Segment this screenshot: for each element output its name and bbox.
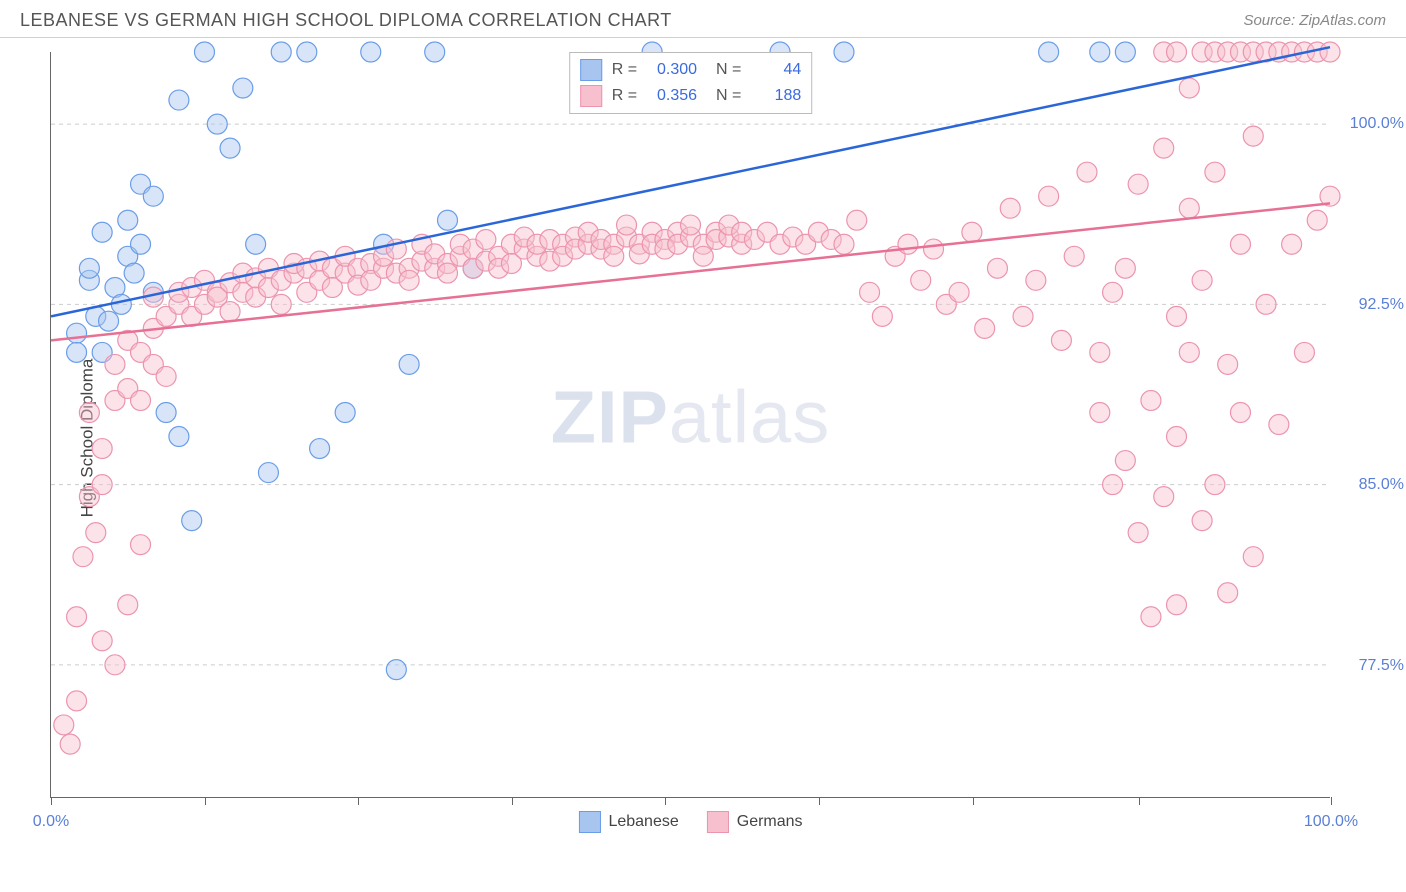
x-tick-label: 0.0% [33,813,69,831]
stat-n-label: N = [707,61,741,79]
y-tick-label: 100.0% [1350,115,1404,133]
lebanese-label: Lebanese [608,813,678,831]
correlation-legend: R = 0.300 N = 44 R = 0.356 N = 188 [569,52,813,114]
stat-n-label: N = [707,87,741,105]
legend-row-lebanese: R = 0.300 N = 44 [580,57,802,83]
plot-area: ZIPatlas R = 0.300 N = 44 R = 0.356 N = … [50,52,1330,798]
legend-item-lebanese: Lebanese [578,811,678,833]
x-tick-mark [665,797,666,805]
lebanese-n-value: 44 [751,61,801,79]
x-tick-mark [1331,797,1332,805]
y-tick-label: 85.0% [1359,476,1404,494]
y-tick-label: 77.5% [1359,657,1404,675]
lebanese-swatch [580,59,602,81]
germans-r-value: 0.356 [647,87,697,105]
x-tick-mark [358,797,359,805]
plot-outer: High School Diploma ZIPatlas R = 0.300 N… [0,38,1406,838]
chart-container: LEBANESE VS GERMAN HIGH SCHOOL DIPLOMA C… [0,0,1406,892]
lebanese-swatch-icon [578,811,600,833]
series-legend: Lebanese Germans [578,811,802,833]
stat-r-label: R = [612,61,637,79]
x-tick-label: 100.0% [1304,813,1358,831]
chart-source: Source: ZipAtlas.com [1243,12,1386,29]
x-tick-mark [205,797,206,805]
stat-r-label: R = [612,87,637,105]
x-tick-mark [51,797,52,805]
germans-swatch [580,85,602,107]
plot-svg [51,52,1330,797]
germans-label: Germans [737,813,803,831]
x-tick-mark [512,797,513,805]
x-tick-mark [973,797,974,805]
x-tick-mark [819,797,820,805]
germans-n-value: 188 [751,87,801,105]
legend-row-germans: R = 0.356 N = 188 [580,83,802,109]
chart-title: LEBANESE VS GERMAN HIGH SCHOOL DIPLOMA C… [20,10,672,31]
legend-item-germans: Germans [707,811,803,833]
germans-swatch-icon [707,811,729,833]
y-tick-label: 92.5% [1359,296,1404,314]
chart-header: LEBANESE VS GERMAN HIGH SCHOOL DIPLOMA C… [0,0,1406,38]
x-tick-mark [1139,797,1140,805]
lebanese-r-value: 0.300 [647,61,697,79]
